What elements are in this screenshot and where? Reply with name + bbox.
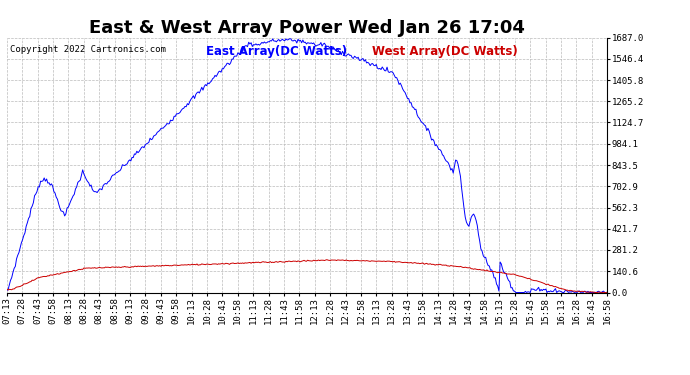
Text: Copyright 2022 Cartronics.com: Copyright 2022 Cartronics.com: [10, 45, 166, 54]
Text: West Array(DC Watts): West Array(DC Watts): [372, 45, 518, 58]
Text: East Array(DC Watts): East Array(DC Watts): [206, 45, 348, 58]
Title: East & West Array Power Wed Jan 26 17:04: East & West Array Power Wed Jan 26 17:04: [89, 20, 525, 38]
